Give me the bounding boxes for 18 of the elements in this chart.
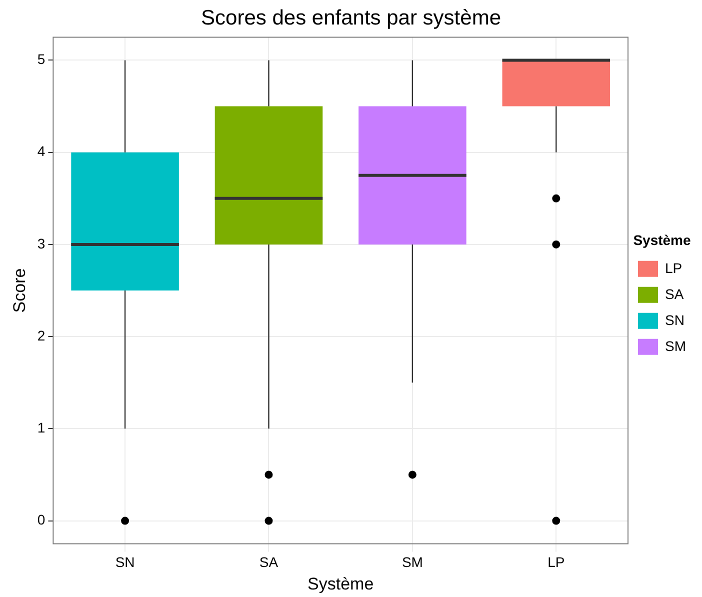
y-tick-label: 2 [37,327,46,344]
legend-label: SN [665,312,684,328]
chart-title: Scores des enfants par système [201,6,501,30]
y-tick-label: 4 [37,143,46,160]
y-tick-label: 0 [37,512,46,528]
legend-label: LP [665,260,682,276]
legend-label: SA [665,286,684,302]
x-tick-label: SN [115,554,135,570]
y-tick-label: 5 [37,51,46,68]
y-axis-title: Score [10,268,29,313]
legend-label: SM [665,338,686,354]
x-tick-label: SA [259,554,279,570]
y-tick-label: 1 [37,420,46,436]
legend-title: Système [633,232,692,248]
x-tick-label: SM [402,554,423,570]
x-axis-title: Système [308,574,374,594]
y-tick-label: 3 [37,235,46,252]
x-tick-label: LP [548,554,565,570]
